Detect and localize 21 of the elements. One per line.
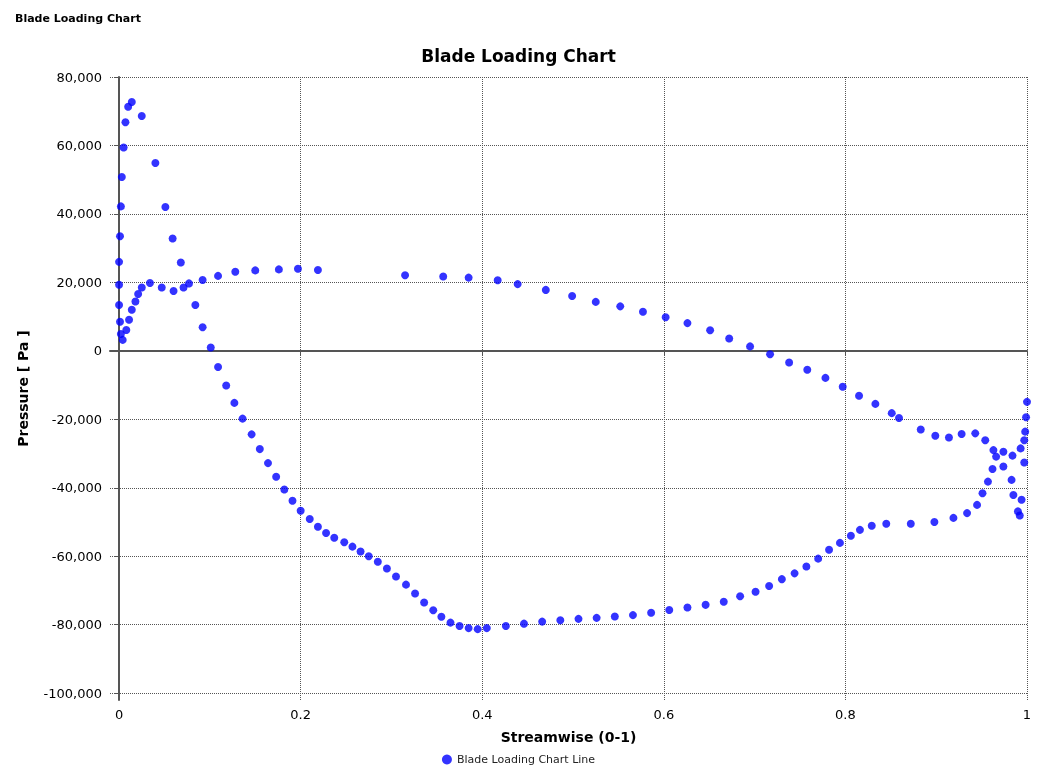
y-tick-label: -60,000 [51,548,102,564]
x-tick-label: 0.2 [290,707,312,722]
y-tick-label: -20,000 [51,411,102,427]
text: Blade Loading Chart [15,12,141,25]
y-tick-label: -80,000 [51,617,102,633]
y-tick-label: 20,000 [56,274,102,290]
y-tick-label: 60,000 [56,137,102,153]
x-tick-label: 1 [1022,707,1032,722]
y-tick-label: 40,000 [56,206,102,222]
x-tick-label: 0.4 [471,707,493,722]
x-tick-label: 0.6 [653,707,675,722]
y-tick-label: 0 [93,343,102,359]
y-tick-label: -100,000 [43,685,102,701]
x-tick-label: 0.8 [835,707,856,722]
x-axis-title: Streamwise (0-1) [500,729,637,745]
y-tick-label: 80,000 [56,69,102,85]
y-tick-label: -40,000 [51,480,102,496]
chart-title: Blade Loading Chart [421,45,616,66]
y-axis-title: Pressure [ Pa ] [15,330,31,447]
legend-label: Blade Loading Chart Line [456,753,596,766]
x-tick-label: 0 [114,707,124,722]
